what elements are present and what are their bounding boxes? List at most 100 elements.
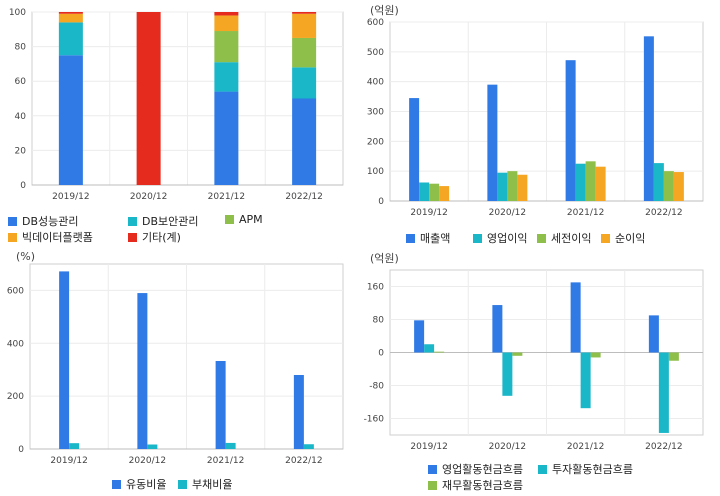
legend-swatch <box>428 480 437 490</box>
bar <box>487 84 498 201</box>
x-tick-label: 2022/12 <box>285 456 322 466</box>
legend-item: 유동비율 <box>112 476 166 492</box>
y-tick-label: 0 <box>378 349 384 359</box>
x-tick-label: 2020/12 <box>489 208 526 218</box>
x-tick-label: 2020/12 <box>129 456 166 466</box>
legend-label: 순이익 <box>615 232 646 245</box>
legend-item: 순이익 <box>601 230 645 246</box>
legend-swatch <box>225 215 234 224</box>
y-tick-label: 80 <box>373 316 385 326</box>
bar <box>215 360 226 449</box>
bar <box>595 166 606 201</box>
bar <box>570 282 581 353</box>
bar <box>225 442 236 449</box>
bar-segment <box>58 12 83 14</box>
x-tick-label: 2022/12 <box>645 442 682 452</box>
legend-label: 영업이익 <box>487 232 528 245</box>
y-tick-label: 100 <box>9 8 26 18</box>
y-tick-label: 400 <box>367 78 384 88</box>
bar <box>137 293 148 449</box>
bar-segment <box>292 12 317 14</box>
legend-swatch <box>128 232 137 242</box>
bar <box>507 171 518 201</box>
bar <box>590 352 601 358</box>
x-tick-label: 2020/12 <box>130 192 167 202</box>
legend-swatch <box>406 233 415 243</box>
legend-swatch <box>128 216 137 226</box>
y-tick-label: 80 <box>15 43 27 53</box>
chart-panel-cashflow: (억원) -160 -80 0 80 160 2019/12 2020/12 2021/12 2… <box>360 248 720 496</box>
x-tick-label: 2020/12 <box>489 442 526 452</box>
legend-swatch <box>537 233 546 243</box>
legend-item: 매출액 <box>406 230 450 246</box>
bar <box>648 315 659 353</box>
legend-swatch <box>473 233 482 243</box>
y-tick-label: -160 <box>364 415 385 425</box>
chart-svg: 0 20 40 60 80 100 2019/12 2020/12 2021/12 2022/12 <box>9 8 344 202</box>
legend-label: 부채비율 <box>192 478 233 491</box>
legend-item: 영업이익 <box>473 230 527 246</box>
bar <box>409 98 420 201</box>
legend-label: APM <box>239 213 263 226</box>
bar <box>69 443 80 449</box>
legend-item: 기타(계) <box>128 229 181 245</box>
chart-svg: 0 200 400 600 2019/12 2020/12 2021/12 2022/12 <box>7 263 344 466</box>
chart-panel-product-mix: 0 20 40 60 80 100 2019/12 2020/12 2021/12 2022/12… <box>0 0 360 248</box>
y-tick-label: 400 <box>7 339 24 349</box>
legend-swatch <box>8 216 17 226</box>
legend-item: DB성능관리 <box>8 213 79 229</box>
x-tick-label: 2021/12 <box>208 192 245 202</box>
x-tick-label: 2019/12 <box>410 442 447 452</box>
x-tick-label: 2019/12 <box>50 456 87 466</box>
y-tick-label: 500 <box>367 48 384 58</box>
bar <box>497 172 508 201</box>
legend-swatch <box>8 232 17 242</box>
legend-swatch <box>178 479 187 489</box>
bar-segment <box>58 13 83 23</box>
y-tick-label: 200 <box>7 392 24 402</box>
legend-item: APM <box>225 213 263 226</box>
bar <box>575 163 586 201</box>
legend-swatch <box>112 479 121 489</box>
bar-segment <box>214 31 239 63</box>
bar <box>419 182 430 201</box>
legend-label: 매출액 <box>420 232 451 245</box>
y-tick-label: 0 <box>18 445 24 455</box>
y-tick-label: -80 <box>369 382 384 392</box>
bar <box>658 352 669 433</box>
y-tick-label: 40 <box>15 112 27 122</box>
bar-segment <box>58 22 83 56</box>
bar <box>429 183 440 201</box>
chart-panel-ratios: (%) 0 200 400 600 2019/12 2020/12 2021/12 2022/… <box>0 248 360 496</box>
bar <box>643 36 654 201</box>
legend-item: 빅데이터플랫폼 <box>8 229 93 245</box>
y-tick-label: 0 <box>378 197 384 207</box>
y-tick-label: 600 <box>367 18 384 28</box>
bar <box>424 344 435 353</box>
chart-svg: -160 -80 0 80 160 2019/12 2020/12 2021/12 2022/1… <box>364 269 704 452</box>
bar <box>668 352 679 361</box>
bar-segment <box>292 13 317 38</box>
legend-label: 기타(계) <box>142 231 181 244</box>
bar <box>434 351 445 353</box>
legend-item: 투자활동현금흐름 <box>538 461 633 477</box>
bar <box>414 320 425 353</box>
chart-svg: 0 100 200 300 400 500 600 2019/12 2020/12 2021/12… <box>367 18 704 218</box>
y-tick-label: 600 <box>7 286 24 296</box>
bar <box>663 171 674 201</box>
bar-segment <box>214 15 239 32</box>
y-tick-label: 20 <box>15 146 27 156</box>
x-tick-label: 2021/12 <box>567 442 604 452</box>
legend-label: 재무활동현금흐름 <box>442 479 523 492</box>
bar-segment <box>136 12 161 185</box>
legend-label: 투자활동현금흐름 <box>552 463 633 476</box>
bar <box>303 444 314 449</box>
bar-segment <box>214 12 239 16</box>
bar <box>59 271 70 449</box>
x-tick-label: 2022/12 <box>645 208 682 218</box>
bar <box>517 174 528 201</box>
x-tick-label: 2021/12 <box>207 456 244 466</box>
legend-label: 빅데이터플랫폼 <box>22 231 93 244</box>
legend-item: 부채비율 <box>178 476 232 492</box>
y-tick-label: 100 <box>367 167 384 177</box>
